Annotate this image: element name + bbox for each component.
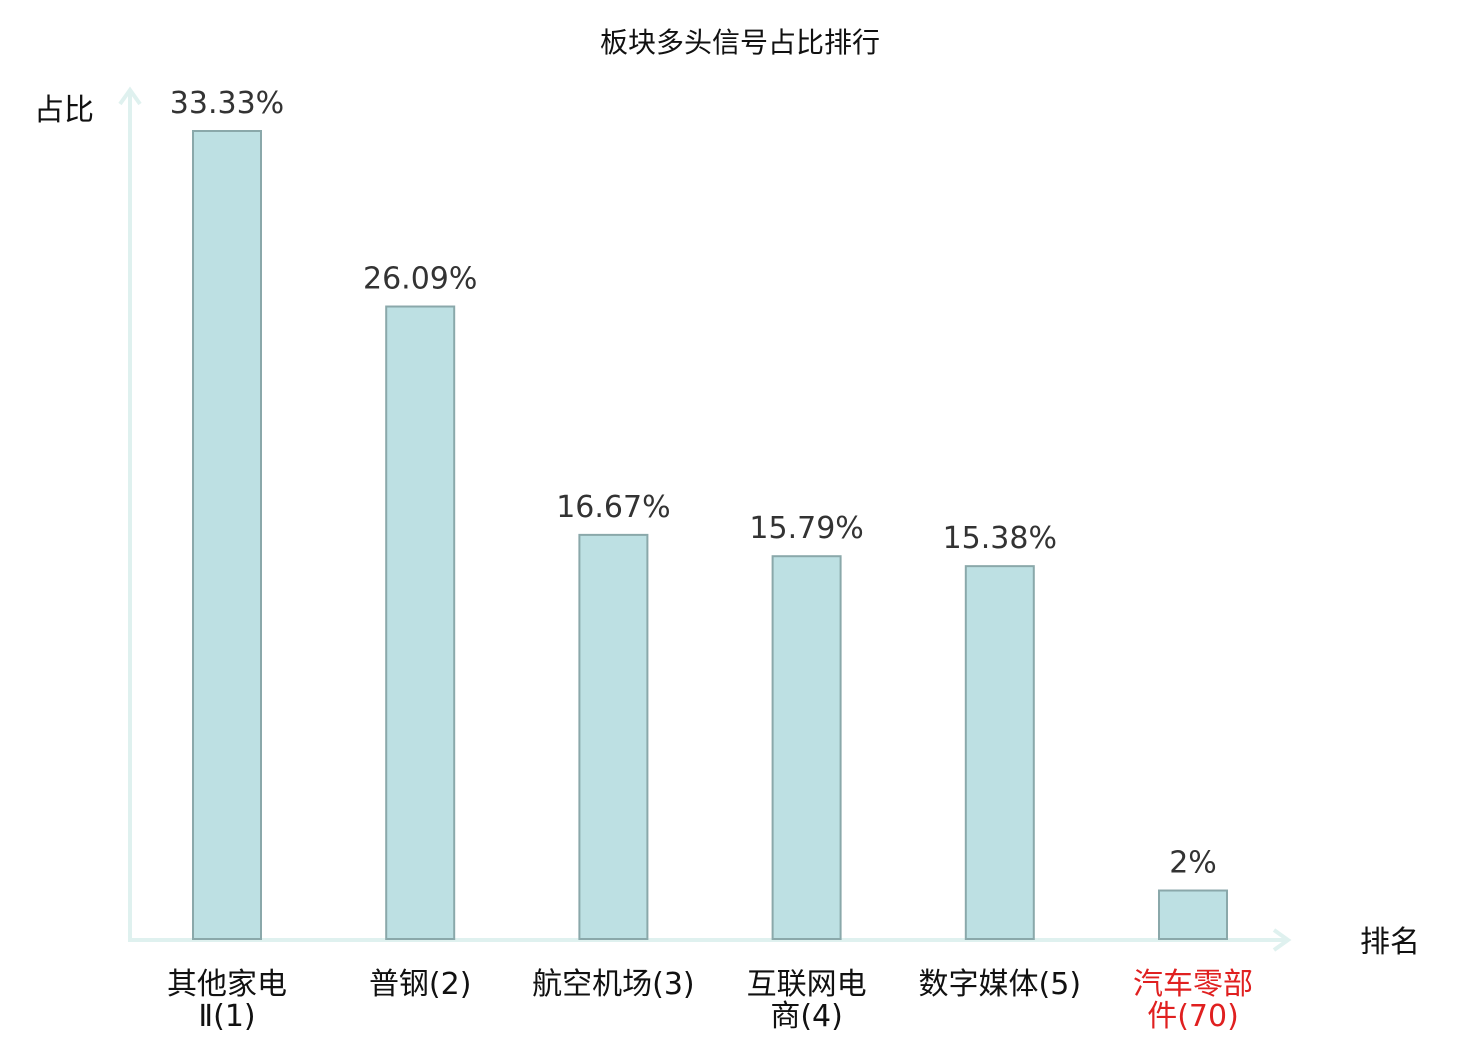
y-axis-arrow: [118, 86, 142, 106]
y-axis-label: 占比: [34, 93, 94, 128]
category-label-5-line-1: 数字媒体(5): [919, 967, 1082, 1002]
value-label-4: 15.79%: [749, 511, 863, 546]
category-label-1-line-1: 其他家电: [167, 967, 287, 1002]
category-label-6-line-1: 汽车零部: [1133, 967, 1253, 1002]
bar-4: [771, 555, 842, 940]
bar-3: [578, 533, 649, 940]
chart-title: 板块多头信号占比排行: [600, 26, 880, 59]
bars-group: [192, 130, 1228, 940]
category-label-6-line-2: 件(70): [1147, 999, 1239, 1034]
value-labels-group: 33.33% 26.09% 16.67% 15.79% 15.38% 2%: [170, 86, 1217, 881]
category-label-3-line-1: 航空机场(3): [532, 967, 695, 1002]
value-label-2: 26.09%: [363, 262, 477, 297]
category-label-2-line-1: 普钢(2): [369, 967, 472, 1002]
bar-2: [385, 305, 456, 940]
bar-1: [192, 130, 262, 940]
category-label-4-line-2: 商(4): [770, 999, 843, 1034]
x-axis-label: 排名: [1360, 925, 1420, 960]
bar-5: [964, 565, 1035, 940]
value-label-1: 33.33%: [170, 86, 284, 121]
x-axis-arrow: [1272, 928, 1292, 952]
category-label-1-line-2: Ⅱ(1): [198, 999, 255, 1034]
category-label-4-line-1: 互联网电: [747, 967, 867, 1002]
value-label-5: 15.38%: [943, 521, 1057, 556]
bar-6: [1158, 889, 1228, 940]
value-label-3: 16.67%: [556, 490, 670, 525]
value-label-6: 2%: [1169, 846, 1217, 881]
